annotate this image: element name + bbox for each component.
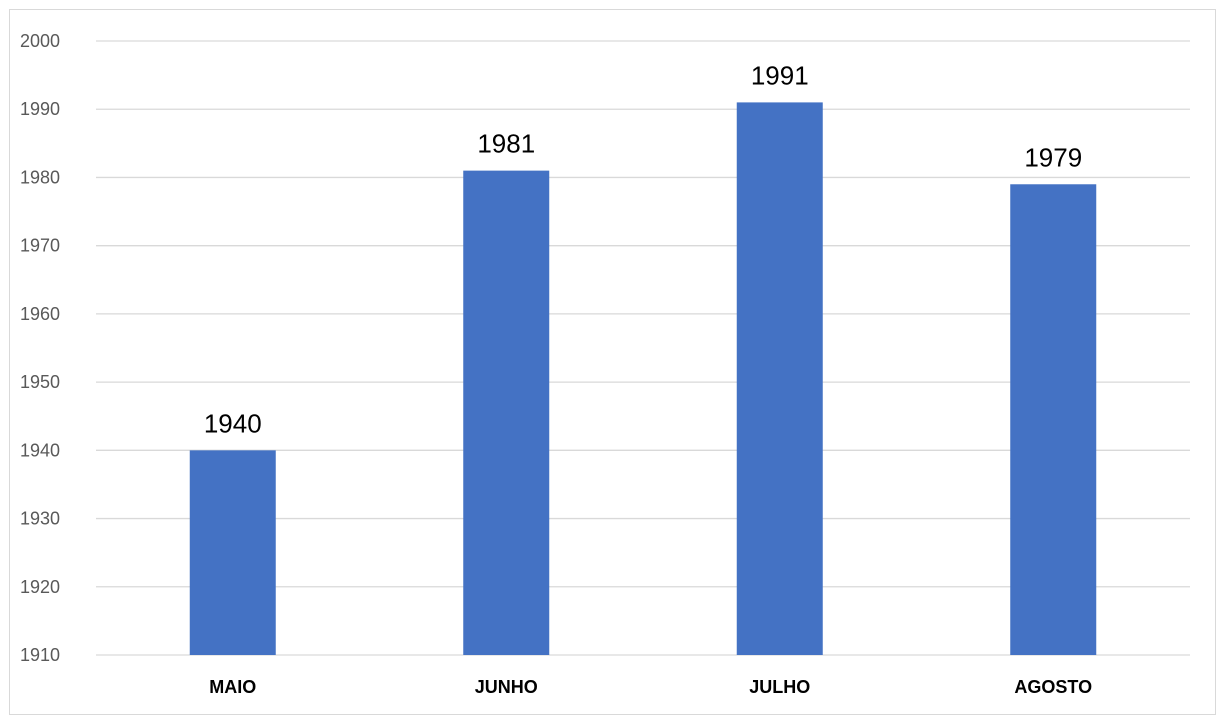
data-label-agosto: 1979 [1024,142,1082,172]
y-tick-label-1910: 1910 [20,645,60,665]
data-label-junho: 1981 [477,129,535,159]
y-tick-label-1980: 1980 [20,167,60,187]
y-tick-label-1930: 1930 [20,509,60,529]
y-tick-label-1920: 1920 [20,577,60,597]
bar-maio [189,450,276,655]
data-label-julho: 1991 [751,60,809,90]
bar-julho [736,102,823,655]
bars [189,102,1097,655]
x-axis-tick-labels: MAIO JUNHO JULHO AGOSTO [209,677,1092,697]
x-tick-label-julho: JULHO [749,677,810,697]
x-tick-label-agosto: AGOSTO [1014,677,1092,697]
y-tick-label-1990: 1990 [20,99,60,119]
y-tick-label-2000: 2000 [20,31,60,51]
data-labels: 1940 1981 1991 1979 [204,60,1082,438]
y-tick-label-1950: 1950 [20,372,60,392]
bar-junho [463,170,550,655]
bar-agosto [1010,184,1097,655]
x-tick-label-junho: JUNHO [475,677,538,697]
y-tick-label-1960: 1960 [20,304,60,324]
y-tick-label-1940: 1940 [20,440,60,460]
x-tick-label-maio: MAIO [209,677,256,697]
gridlines [96,40,1190,656]
y-tick-label-1970: 1970 [20,236,60,256]
data-label-maio: 1940 [204,408,262,438]
y-axis-tick-labels: 1910 1920 1930 1940 1950 1960 1970 1980 1990 2000 [20,31,60,665]
